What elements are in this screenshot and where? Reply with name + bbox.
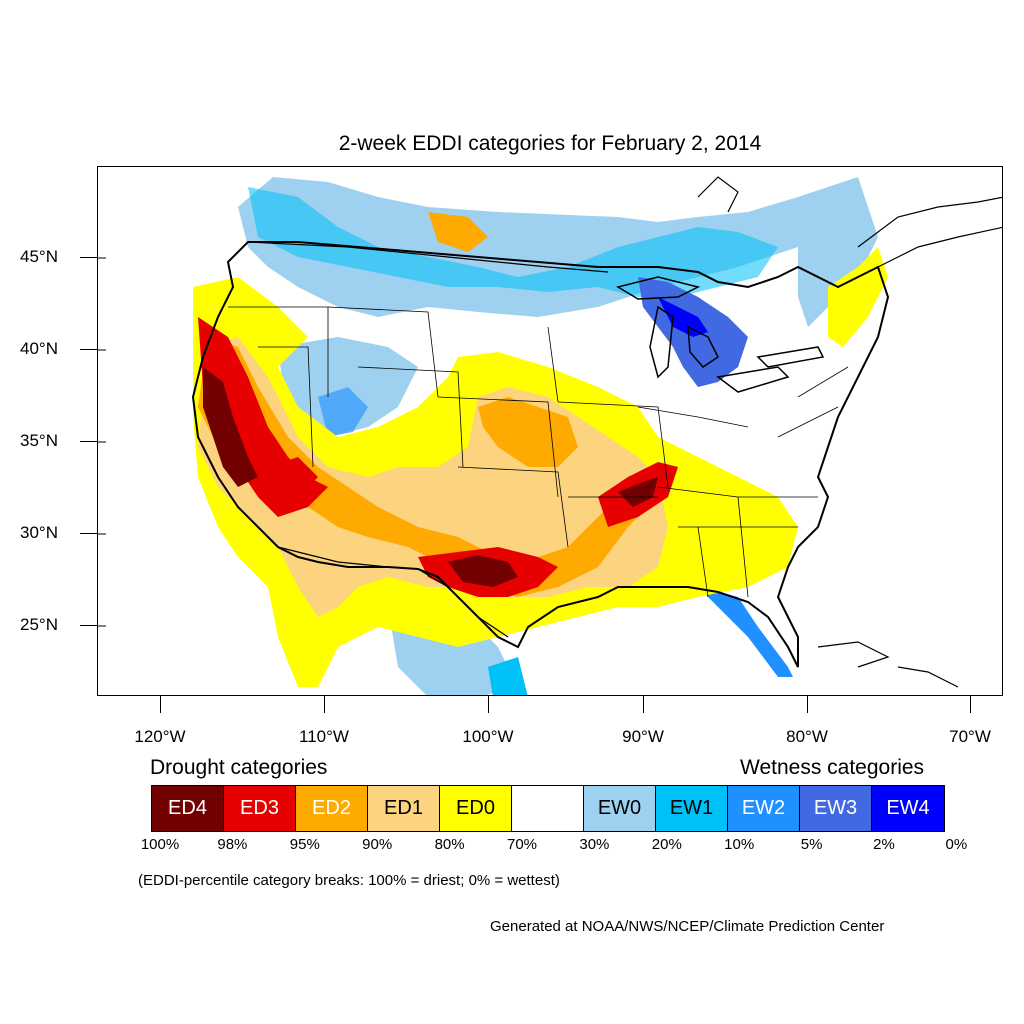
- lat-tick: [80, 625, 97, 626]
- lat-label-40: 40°N: [20, 339, 58, 358]
- region-ed4-texas: [448, 555, 518, 587]
- lon-tick: [970, 696, 971, 713]
- lat-label-35: 35°N: [20, 431, 58, 450]
- category-note: (EDDI-percentile category breaks: 100% =…: [138, 872, 560, 889]
- region-ed2-orwa: [428, 212, 488, 252]
- canada-border: [247, 241, 609, 273]
- region-ew1-mexico: [488, 657, 528, 695]
- lon-label-100: 100°W: [462, 727, 514, 746]
- percentile-break-label: 0%: [945, 836, 968, 853]
- lon-label-80: 80°W: [786, 727, 828, 746]
- percentile-break-label: 20%: [651, 836, 682, 853]
- wet-regions: [238, 177, 878, 695]
- lon-tick: [160, 696, 161, 713]
- eddi-map: [98, 176, 1002, 695]
- wetness-heading: Wetness categories: [740, 756, 925, 779]
- canada-coast: [697, 176, 1002, 268]
- legend-swatch-ew2: EW2: [728, 786, 800, 831]
- lon-tick: [324, 696, 325, 713]
- percentile-break-label: 10%: [724, 836, 755, 853]
- percentile-break-label: 30%: [579, 836, 610, 853]
- lat-label-45: 45°N: [20, 247, 58, 266]
- lat-label-25: 25°N: [20, 615, 58, 634]
- map-title: 2-week EDDI categories for February 2, 2…: [338, 132, 762, 155]
- caribbean: [817, 641, 959, 688]
- region-ed3-nm: [268, 457, 318, 497]
- percentile-break-label: 95%: [289, 836, 320, 853]
- lat-tick: [80, 533, 97, 534]
- legend-swatch-ed4: ED4: [152, 786, 224, 831]
- region-ew2-florida: [698, 587, 793, 677]
- region-ed1: [198, 337, 668, 617]
- percentile-break-label: 98%: [217, 836, 248, 853]
- region-ew0-north: [238, 177, 868, 317]
- lon-label-110: 110°W: [299, 727, 349, 746]
- lon-tick: [488, 696, 489, 713]
- percentile-break-label: 100%: [140, 836, 180, 853]
- legend-swatch-ew1: EW1: [656, 786, 728, 831]
- lon-tick: [807, 696, 808, 713]
- region-ed4: [203, 367, 258, 487]
- drought-heading: Drought categories: [150, 756, 328, 779]
- credit-line: Generated at NOAA/NWS/NCEP/Climate Predi…: [490, 918, 885, 935]
- dry-regions: [193, 212, 888, 687]
- legend-swatch-ed0: ED0: [440, 786, 512, 831]
- percentile-break-label: 2%: [873, 836, 895, 853]
- legend-swatch-ed1: ED1: [368, 786, 440, 831]
- legend-swatch-neutral: [512, 786, 584, 831]
- legend-swatch-ew4: EW4: [872, 786, 944, 831]
- lon-label-90: 90°W: [622, 727, 664, 746]
- mexico-border: [277, 546, 509, 638]
- region-ew1-west: [318, 387, 368, 437]
- percentile-break-label: 5%: [800, 836, 823, 853]
- state-lines: [228, 306, 849, 598]
- legend-swatch-ed2: ED2: [296, 786, 368, 831]
- lon-label-70: 70°W: [949, 727, 991, 746]
- region-ew4-great-lakes: [658, 297, 708, 337]
- legend-swatch-ew0: EW0: [584, 786, 656, 831]
- map-frame: [97, 166, 1003, 696]
- lon-tick: [643, 696, 644, 713]
- lat-ticks: [98, 257, 106, 627]
- legend-swatch-ed3: ED3: [224, 786, 296, 831]
- lat-tick: [80, 257, 97, 258]
- category-legend: ED4 ED3 ED2 ED1 ED0 EW0 EW1 EW2 EW3 EW4: [151, 785, 945, 832]
- us-outline: [191, 241, 890, 668]
- legend-swatch-ew3: EW3: [800, 786, 872, 831]
- great-lakes: [616, 276, 825, 393]
- percentile-break-label: 90%: [362, 836, 393, 853]
- lat-label-30: 30°N: [20, 523, 58, 542]
- boundaries: [191, 176, 1002, 688]
- lon-label-120: 120°W: [134, 727, 186, 746]
- percentile-break-label: 80%: [434, 836, 465, 853]
- percentile-break-label: 70%: [506, 836, 538, 853]
- region-ew0-ne: [798, 207, 878, 327]
- region-ew1-north: [248, 187, 778, 297]
- region-ed0-ne: [828, 247, 888, 347]
- lat-tick: [80, 441, 97, 442]
- region-ed4-arkansas: [618, 477, 658, 507]
- lat-tick: [80, 349, 97, 350]
